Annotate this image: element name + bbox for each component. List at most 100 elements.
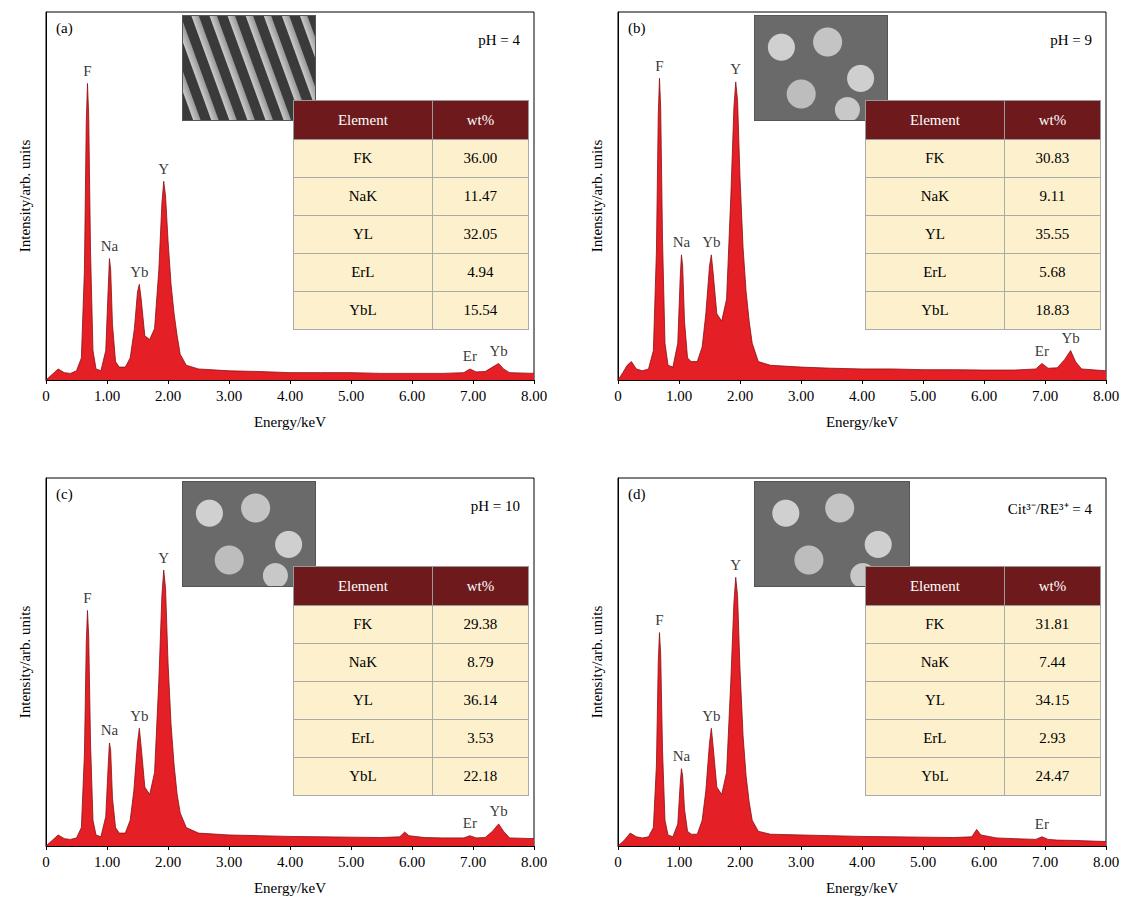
svg-text:1.00: 1.00 xyxy=(94,388,120,404)
svg-text:1.00: 1.00 xyxy=(666,388,692,404)
svg-text:4.00: 4.00 xyxy=(849,854,875,870)
svg-text:7.00: 7.00 xyxy=(460,854,486,870)
svg-text:4.00: 4.00 xyxy=(849,388,875,404)
svg-text:6.00: 6.00 xyxy=(971,854,997,870)
html-text:30.83: 30.83 xyxy=(1035,150,1070,166)
html-text:wt%: wt% xyxy=(1038,111,1067,128)
svg-text:Energy/keV: Energy/keV xyxy=(254,880,326,896)
svg-text:Yb: Yb xyxy=(702,234,720,250)
svg-text:Intensity/arb. units: Intensity/arb. units xyxy=(17,140,33,253)
svg-text:Intensity/arb. units: Intensity/arb. units xyxy=(17,606,33,719)
html-text:wt%: wt% xyxy=(1038,577,1067,594)
html-text:Element: Element xyxy=(909,111,960,128)
svg-text:Yb: Yb xyxy=(489,343,507,359)
html-text:ErL: ErL xyxy=(351,264,375,280)
html-text:4.94: 4.94 xyxy=(467,264,494,280)
svg-text:Yb: Yb xyxy=(130,264,148,280)
html-text:YbL: YbL xyxy=(921,302,949,318)
svg-text:1.00: 1.00 xyxy=(94,854,120,870)
html-text:NaK: NaK xyxy=(920,188,949,204)
svg-text:Yb: Yb xyxy=(489,803,507,819)
html-text:FK: FK xyxy=(353,150,373,166)
svg-text:2.00: 2.00 xyxy=(155,854,181,870)
svg-text:6.00: 6.00 xyxy=(399,854,425,870)
html-text:(a): (a) xyxy=(56,20,73,36)
svg-text:5.00: 5.00 xyxy=(910,388,936,404)
svg-text:3.00: 3.00 xyxy=(788,854,814,870)
svg-text:Y: Y xyxy=(158,550,169,566)
svg-text:Er: Er xyxy=(1035,343,1049,359)
svg-text:Er: Er xyxy=(463,815,477,831)
html-text:35.55: 35.55 xyxy=(1035,226,1070,242)
svg-text:4.00: 4.00 xyxy=(277,388,303,404)
svg-text:5.00: 5.00 xyxy=(910,854,936,870)
svg-text:2.00: 2.00 xyxy=(727,388,753,404)
svg-text:2.00: 2.00 xyxy=(727,854,753,870)
html-text:(c): (c) xyxy=(56,486,73,502)
html-text:pH = 4: pH = 4 xyxy=(478,32,520,48)
html-text:Element: Element xyxy=(337,577,388,594)
svg-text:Intensity/arb. units: Intensity/arb. units xyxy=(589,140,605,253)
html-text:NaK: NaK xyxy=(348,188,377,204)
svg-text:F: F xyxy=(83,63,91,79)
html-text:5.68: 5.68 xyxy=(1039,264,1066,280)
svg-text:Er: Er xyxy=(463,348,477,364)
svg-text:Yb: Yb xyxy=(702,708,720,724)
svg-text:F: F xyxy=(83,590,91,606)
svg-text:F: F xyxy=(655,612,663,628)
svg-text:5.00: 5.00 xyxy=(338,388,364,404)
html-text:FK: FK xyxy=(925,150,945,166)
svg-text:Energy/keV: Energy/keV xyxy=(826,880,898,896)
html-text:Element: Element xyxy=(337,111,388,128)
html-text:YL: YL xyxy=(352,226,373,242)
html-text:wt%: wt% xyxy=(466,577,495,594)
svg-text:8.00: 8.00 xyxy=(521,854,547,870)
svg-text:1.00: 1.00 xyxy=(666,854,692,870)
svg-text:Er: Er xyxy=(1035,816,1049,832)
svg-text:0: 0 xyxy=(614,854,622,870)
svg-text:Na: Na xyxy=(101,238,119,254)
svg-text:Y: Y xyxy=(730,61,741,77)
svg-text:Na: Na xyxy=(673,234,691,250)
svg-text:6.00: 6.00 xyxy=(971,388,997,404)
html-text:YbL: YbL xyxy=(349,302,377,318)
svg-text:Energy/keV: Energy/keV xyxy=(254,414,326,430)
svg-text:7.00: 7.00 xyxy=(1032,388,1058,404)
svg-text:5.00: 5.00 xyxy=(338,854,364,870)
svg-text:4.00: 4.00 xyxy=(277,854,303,870)
html-text:(b): (b) xyxy=(628,20,646,36)
svg-text:7.00: 7.00 xyxy=(460,388,486,404)
svg-text:3.00: 3.00 xyxy=(216,854,242,870)
svg-text:Intensity/arb. units: Intensity/arb. units xyxy=(589,606,605,719)
svg-text:Y: Y xyxy=(158,161,169,177)
svg-text:3.00: 3.00 xyxy=(788,388,814,404)
svg-text:Na: Na xyxy=(101,722,119,738)
svg-text:0: 0 xyxy=(42,854,50,870)
svg-text:Na: Na xyxy=(673,748,691,764)
svg-text:Yb: Yb xyxy=(1061,330,1079,346)
html-text:36.00: 36.00 xyxy=(463,150,498,166)
html-text:18.83: 18.83 xyxy=(1035,302,1070,318)
html-text:Element: Element xyxy=(909,577,960,594)
svg-text:8.00: 8.00 xyxy=(521,388,547,404)
svg-text:8.00: 8.00 xyxy=(1093,854,1119,870)
svg-text:2.00: 2.00 xyxy=(155,388,181,404)
svg-text:7.00: 7.00 xyxy=(1032,854,1058,870)
html-text:pH = 9: pH = 9 xyxy=(1050,32,1092,48)
html-text:9.11: 9.11 xyxy=(1039,188,1066,204)
svg-text:8.00: 8.00 xyxy=(1093,388,1119,404)
svg-text:6.00: 6.00 xyxy=(399,388,425,404)
html-text:15.54: 15.54 xyxy=(463,302,498,318)
svg-text:Energy/keV: Energy/keV xyxy=(826,414,898,430)
svg-text:3.00: 3.00 xyxy=(216,388,242,404)
svg-text:0: 0 xyxy=(614,388,622,404)
svg-text:0: 0 xyxy=(42,388,50,404)
html-text:32.05: 32.05 xyxy=(463,226,498,242)
html-text:11.47: 11.47 xyxy=(463,188,497,204)
html-text:YL: YL xyxy=(924,226,945,242)
html-text:ErL: ErL xyxy=(923,264,947,280)
html-text:wt%: wt% xyxy=(466,111,495,128)
svg-text:F: F xyxy=(655,58,663,74)
svg-text:Y: Y xyxy=(730,557,741,573)
svg-text:Yb: Yb xyxy=(130,708,148,724)
